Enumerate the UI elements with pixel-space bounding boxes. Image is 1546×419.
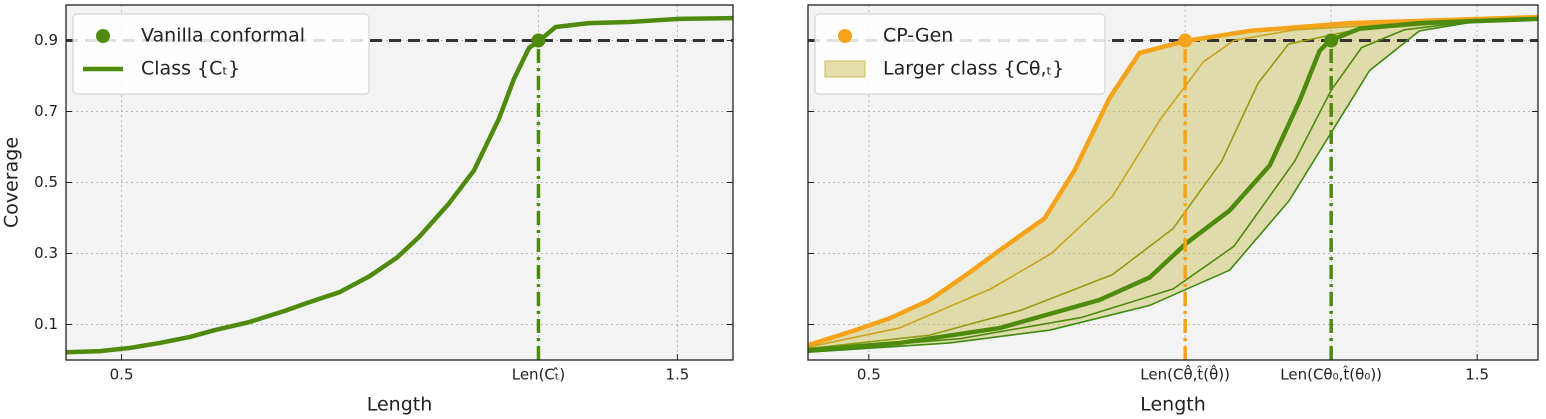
line [807, 17, 1539, 353]
y-tick-label: 0.9 [34, 31, 58, 49]
legend-box [814, 13, 1106, 95]
y-tick-label: 0.3 [34, 244, 58, 262]
legend-marker [824, 60, 866, 78]
legend-label: CP-Gen [883, 25, 953, 47]
legend-label: Class {Cₜ} [141, 58, 240, 80]
point [1324, 33, 1339, 48]
plot-frame [807, 4, 1539, 361]
x-tick-label: Len(Cθ₀,t̂(θ₀)) [1280, 365, 1382, 384]
panel: 0.5 Len(Cθ̂,t̂(θ̂)) Len(Cθ₀,t̂(θ₀)) 1.5 Leng… [807, 4, 1539, 416]
legend-box [72, 13, 370, 95]
y-axis-label: Coverage [1, 137, 23, 228]
x-tick-label: 0.5 [110, 366, 134, 384]
panel: 0.1 0.3 0.5 0.7 0.9 0.5 Len(Cₜ̂) 1.5 Length Cover… [1, 4, 734, 416]
line [65, 15, 734, 355]
area [808, 17, 1538, 353]
legend-label: Larger class {Cθ,ₜ} [883, 58, 1064, 80]
y-tick-label: 0.7 [34, 102, 58, 120]
x-tick-label: 1.5 [1465, 366, 1489, 384]
point [1178, 33, 1193, 48]
x-axis-label: Length [367, 394, 433, 416]
x-tick-label: Len(Cₜ̂) [512, 366, 565, 384]
x-tick-label: 1.5 [665, 366, 689, 384]
y-tick-label: 0.1 [34, 315, 58, 333]
line [807, 16, 1539, 349]
legend-marker [96, 29, 110, 43]
legend-marker [838, 29, 852, 43]
y-tick-label: 0.5 [34, 173, 58, 191]
line [807, 14, 1539, 348]
legend-label: Vanilla conformal [141, 25, 305, 47]
line [807, 16, 1539, 353]
line [807, 17, 1539, 352]
x-tick-label: 0.5 [857, 366, 881, 384]
x-axis-label: Length [1140, 394, 1206, 416]
plot-frame [65, 4, 734, 361]
x-tick-label: Len(Cθ̂,t̂(θ̂)) [1140, 364, 1230, 384]
point [531, 33, 546, 48]
